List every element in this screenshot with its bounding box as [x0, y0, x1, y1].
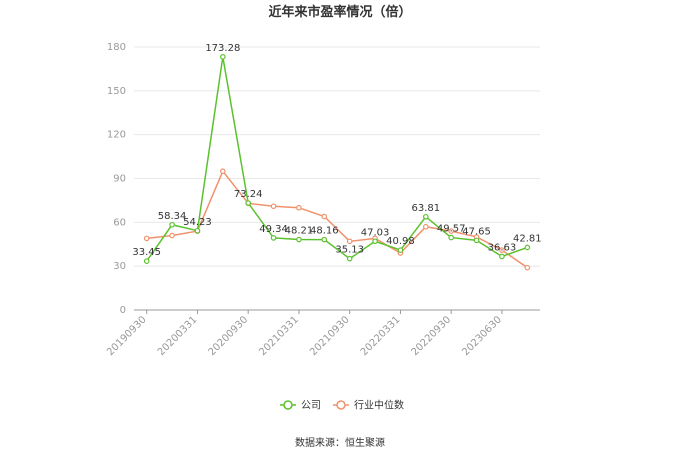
point	[423, 223, 429, 230]
data-label: 36.63	[488, 242, 517, 253]
source: 数据来源：恒生聚源	[295, 436, 385, 449]
point	[296, 236, 302, 243]
point	[143, 258, 150, 264]
data-label: 58.34	[158, 211, 187, 222]
point	[169, 232, 175, 239]
data-label: 173.28	[205, 43, 240, 54]
y-tick-label: 180	[107, 42, 126, 53]
series-line	[146, 169, 528, 269]
x-tick-label: 20200331	[156, 314, 200, 358]
point	[194, 227, 201, 234]
data-label: 48.21	[285, 226, 314, 237]
y-tick-label: 60	[113, 217, 126, 228]
data-label: 40.98	[386, 236, 415, 247]
point	[270, 235, 277, 241]
y-tick-label: 120	[107, 130, 126, 141]
data-label: 73.24	[234, 189, 263, 200]
point	[524, 244, 531, 251]
x-tick-label: 20190930	[105, 314, 149, 358]
point	[448, 234, 454, 241]
y-tick-label: 30	[113, 261, 126, 272]
legend-marker	[336, 400, 346, 410]
data-label: 49.57	[437, 224, 466, 235]
point	[220, 54, 226, 60]
data-label: 49.34	[259, 224, 288, 235]
data-label: 47.65	[462, 226, 491, 237]
x-tick-label: 20230630	[460, 314, 504, 358]
data-label: 54.23	[183, 217, 212, 228]
point	[423, 213, 429, 220]
legend-marker	[283, 400, 293, 410]
point	[499, 247, 505, 253]
point	[372, 238, 378, 245]
x-tick-label: 20210331	[257, 314, 301, 358]
data-label: 35.13	[335, 245, 364, 256]
chart-title: 近年来市盈率情况（倍）	[268, 4, 411, 20]
series-line	[146, 56, 528, 262]
point	[270, 203, 277, 210]
point	[296, 204, 302, 211]
x-tick-label: 20220331	[359, 314, 403, 358]
data-label: 42.81	[513, 233, 542, 244]
data-label: 48.16	[310, 226, 339, 237]
x-tick-label: 20200930	[207, 314, 251, 358]
y-tick-label: 90	[113, 174, 126, 185]
data-label: 47.03	[361, 227, 390, 238]
x-tick-label: 20210930	[308, 314, 352, 358]
point	[143, 235, 150, 242]
point	[346, 238, 353, 245]
point	[245, 200, 251, 206]
y-tick-label: 150	[107, 86, 126, 97]
legend-label: 公司	[301, 401, 321, 412]
data-label: 33.45	[132, 247, 161, 258]
point	[448, 228, 454, 234]
point	[321, 236, 328, 243]
data-label: 63.81	[411, 203, 440, 214]
point	[499, 253, 505, 260]
point	[220, 168, 226, 174]
point	[473, 237, 480, 244]
point	[397, 247, 404, 253]
point	[169, 221, 175, 228]
point	[321, 213, 328, 220]
y-tick-label: 0	[120, 305, 126, 316]
x-tick-label: 20220930	[410, 314, 454, 358]
point	[524, 264, 531, 271]
point	[346, 255, 353, 262]
legend-label: 行业中位数	[354, 399, 404, 412]
